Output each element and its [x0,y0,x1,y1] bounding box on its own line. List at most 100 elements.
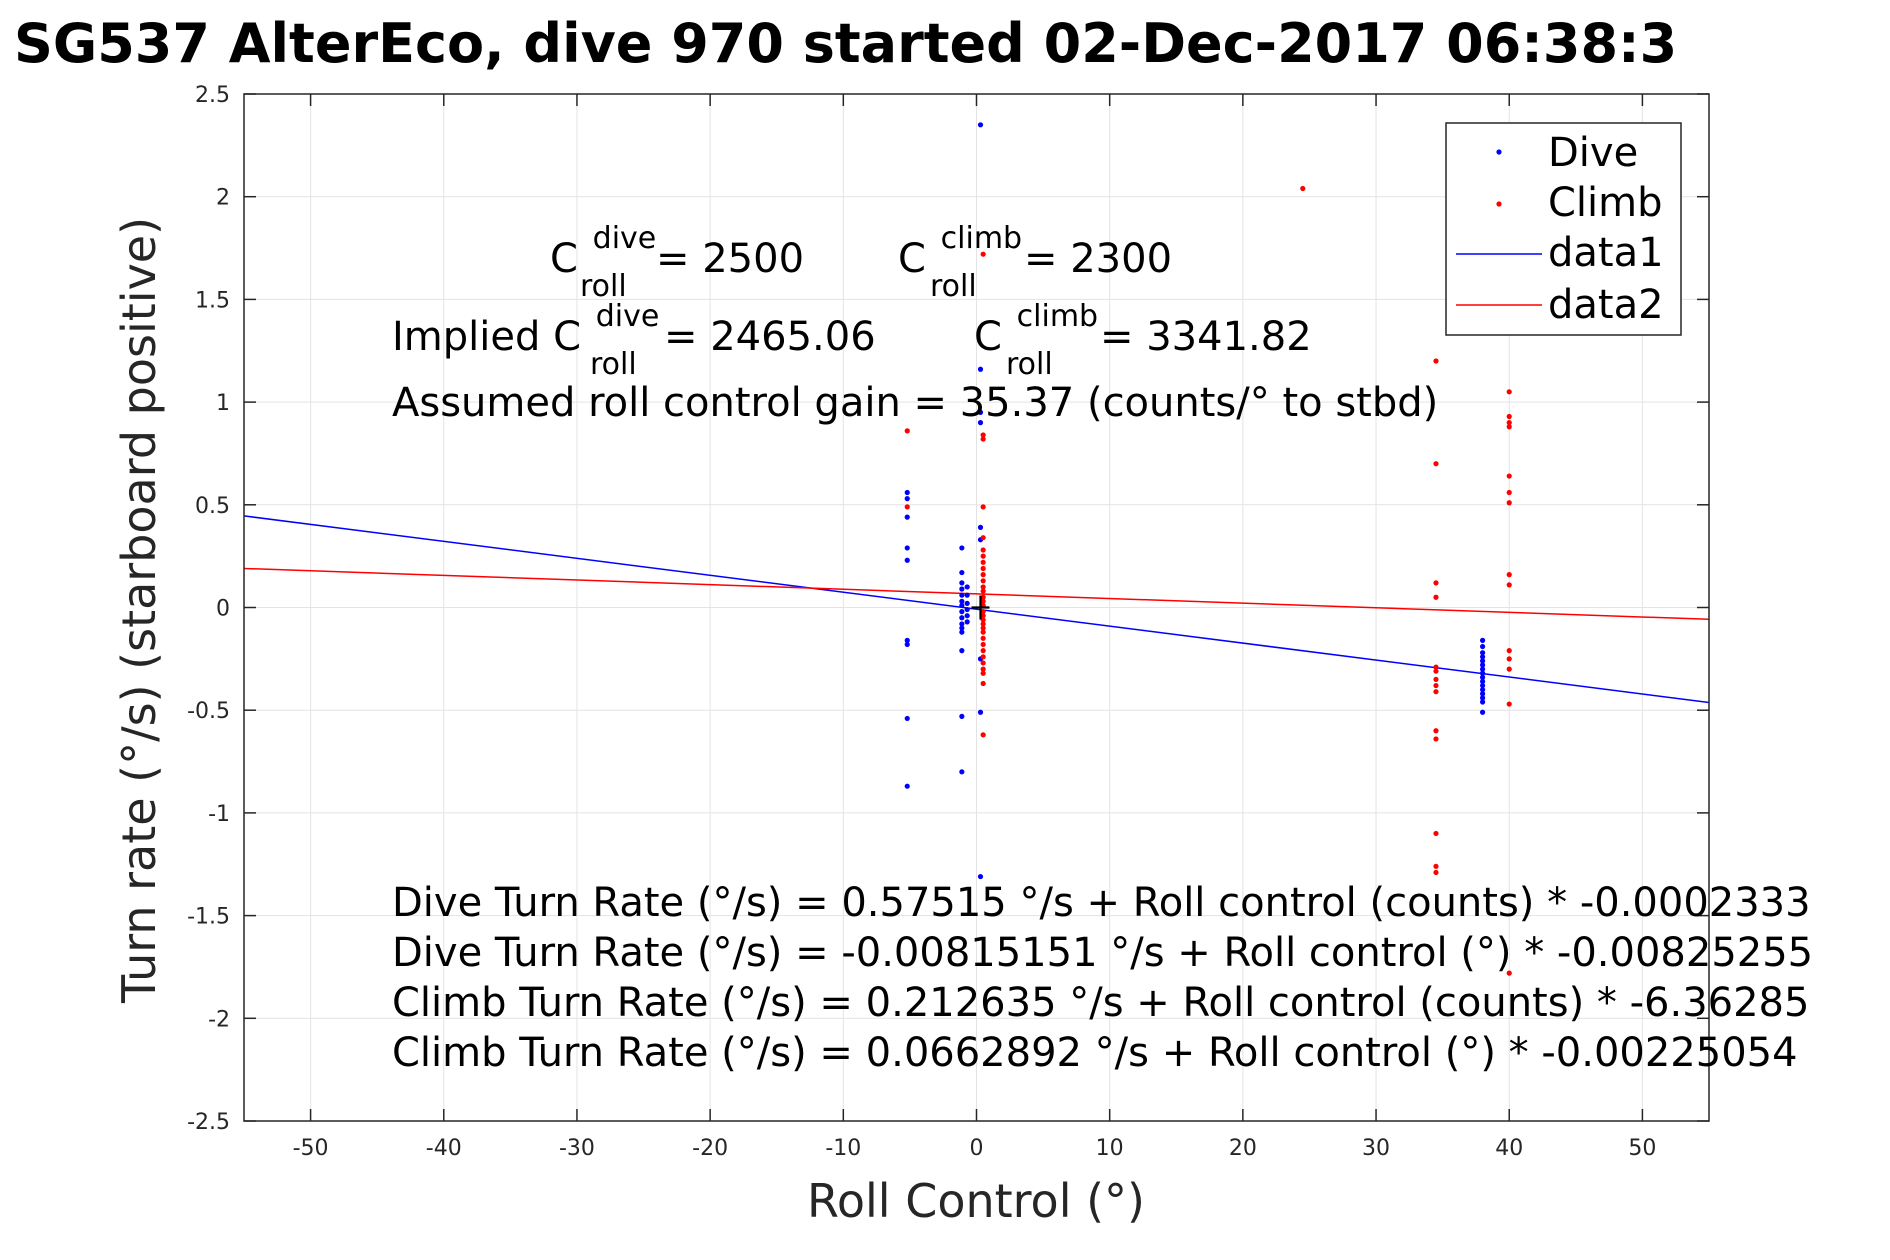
y-tick-label: -1.5 [187,905,230,930]
point-climb [1506,666,1512,672]
point-dive [904,641,910,648]
point-climb [980,613,986,619]
point-dive [1479,691,1486,697]
point-climb [1433,668,1439,674]
point-climb [1506,389,1512,395]
point-climb [980,629,986,635]
point-climb [1300,185,1306,192]
point-climb [980,625,986,631]
point-dive [977,366,984,372]
point-dive [1479,662,1486,668]
point-climb [980,598,986,604]
point-dive [959,615,965,621]
point-climb [1506,500,1512,506]
x-tick-label: -30 [559,1136,595,1161]
legend-marker-dive [1496,149,1502,155]
point-dive [904,783,910,789]
point-climb [980,432,986,438]
point-dive [1479,643,1486,650]
point-dive [959,629,965,635]
x-tick-label: 20 [1229,1136,1257,1161]
point-dive [959,586,965,592]
point-dive [977,873,984,880]
y-tick-label: 0.5 [195,494,230,519]
point-dive [964,584,970,590]
point-dive [959,625,965,631]
point-climb [1433,863,1439,869]
point-climb [980,535,986,541]
point-climb [1506,473,1512,479]
point-climb [980,588,986,594]
point-dive [904,715,910,722]
point-climb [980,680,986,687]
point-climb [1433,676,1439,682]
x-tick-label: 50 [1628,1136,1656,1161]
point-climb [980,609,986,615]
point-dive [904,545,910,551]
point-dive [964,606,970,613]
axes [243,93,1710,1122]
point-climb [1506,970,1512,976]
point-dive [1479,637,1486,643]
point-dive [959,769,965,775]
point-dive [1479,682,1486,689]
point-climb [980,594,986,600]
point-climb [1506,489,1512,496]
point-dive [977,420,984,426]
point-climb [1506,420,1512,426]
point-climb [980,553,986,559]
point-climb [1433,736,1439,742]
point-dive [959,713,965,719]
annotation-c-climb: C climb roll = 2300 [898,212,1172,306]
point-dive [1479,654,1486,660]
point-dive [964,619,970,625]
point-dive [959,621,965,627]
y-tick-label: 0 [216,597,230,622]
point-climb [980,584,986,590]
legend-marker-climb [1496,201,1502,207]
series-line-data2 [243,567,1710,621]
tick-labels: -50 -40 -30 -20 -10 0 10 20 30 40 50-2.5-2-1.5-1-0… [187,83,1656,1161]
point-climb [980,617,986,623]
point-dive [1479,699,1486,705]
x-tick-label: -10 [825,1136,861,1161]
x-axis-title: Roll Control (°) [807,1174,1145,1228]
point-dive [1479,658,1486,664]
point-climb [1433,664,1439,670]
y-tick-label: -2.5 [187,1110,230,1135]
point-climb [904,428,910,434]
point-dive [1479,670,1486,676]
point-climb [980,436,986,442]
legend-label-dive: Dive [1548,130,1638,176]
y-tick-label: 2 [216,186,230,211]
point-dive [1479,674,1486,680]
point-climb [1433,728,1439,734]
y-tick-label: 1 [216,391,230,416]
point-dive [1479,678,1486,685]
scatter-points [904,122,1512,976]
point-climb [1506,424,1512,430]
point-dive [959,580,965,586]
point-climb [980,621,986,627]
point-climb [980,654,986,660]
point-climb [1433,689,1439,695]
x-tick-label: 40 [1495,1136,1523,1161]
point-dive [1479,695,1486,701]
point-climb [1433,461,1439,467]
x-tick-label: -40 [426,1136,462,1161]
fit-lines [243,515,1710,704]
point-climb [1433,580,1439,586]
point-dive [1479,666,1486,672]
point-dive [959,569,965,576]
point-climb [980,670,986,676]
annotation-gain: Assumed roll control gain = 35.37 (count… [392,380,1438,426]
annotation-eq-3: Climb Turn Rate (°/s) = 0.212635 °/s + R… [392,980,1809,1026]
legend-label-climb: Climb [1548,180,1663,226]
point-dive [977,122,984,128]
point-climb [980,578,986,584]
point-dive [959,545,965,551]
x-tick-label: 0 [970,1136,984,1161]
point-climb [1433,830,1439,837]
point-climb [980,504,986,510]
